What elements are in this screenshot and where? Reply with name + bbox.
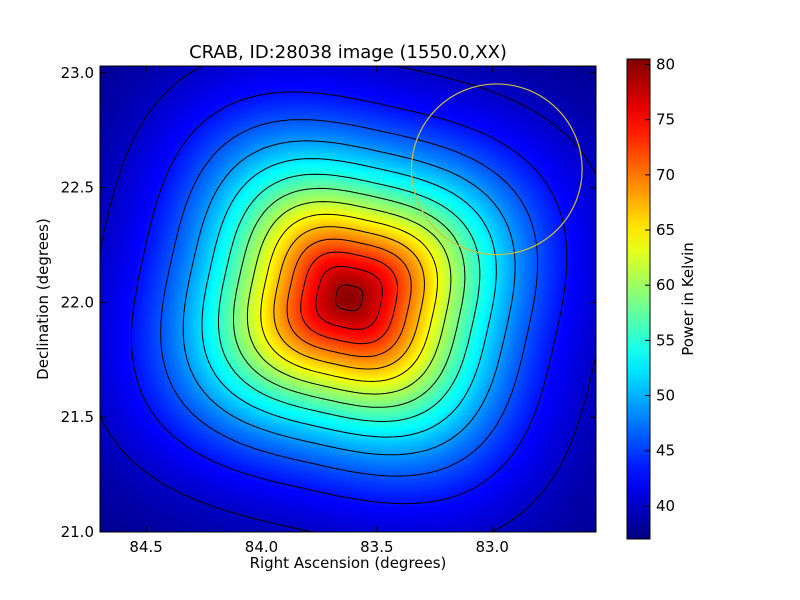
colorbar-tick-label: 65 [656, 221, 675, 239]
contour-level-61 [246, 201, 452, 395]
colorbar-ticks: 40 45 50 55 60 65 70 75 80 [645, 56, 675, 515]
colorbar-tick-label: 75 [656, 111, 675, 129]
contour-level-64 [260, 213, 438, 382]
colorbar-tick-label: 70 [656, 166, 675, 184]
contour-lines [100, 66, 596, 532]
colorbar-tick-label: 40 [656, 497, 675, 515]
heatmap-image [100, 66, 596, 532]
contour-level-55 [218, 173, 481, 423]
contour-level-70 [286, 238, 412, 358]
chart-title: CRAB, ID:28038 image (1550.0,XX) [189, 42, 507, 63]
contour-level-43 [131, 91, 568, 505]
colorbar-label: Power in Kelvin [679, 242, 697, 356]
plot-area [99, 65, 597, 533]
beam-circle [410, 83, 583, 256]
y-tick-label: 23.0 [61, 64, 94, 82]
y-tick-label: 22.5 [61, 179, 94, 197]
colorbar-tick-label: 55 [656, 331, 675, 349]
colorbar-tick-label: 50 [656, 387, 675, 405]
y-tick-label: 22.0 [61, 293, 94, 311]
x-axis: 84.5 84.0 83.5 83.0 [129, 66, 509, 556]
contour-level-79 [335, 284, 364, 312]
y-tick-label: 21.0 [61, 523, 94, 541]
y-tick-label: 21.5 [61, 408, 94, 426]
contour-level-73 [300, 251, 398, 345]
colorbar: 40 45 50 55 60 65 70 75 80 Power in Kelvin [626, 56, 697, 540]
contour-level-40 [100, 66, 596, 532]
x-tick-label: 83.5 [360, 538, 393, 556]
x-tick-label: 84.5 [129, 538, 162, 556]
contour-level-67 [273, 226, 425, 370]
y-axis-label: Declination (degrees) [34, 218, 52, 380]
colorbar-frame [626, 58, 651, 540]
colorbar-gradient [627, 59, 650, 539]
plot-frame [99, 65, 597, 533]
contour-level-52 [201, 158, 497, 438]
colorbar-tick-label: 60 [656, 276, 675, 294]
contour-level-49 [182, 140, 516, 456]
x-tick-label: 84.0 [245, 538, 278, 556]
contour-level-46 [160, 119, 539, 477]
x-axis-label: Right Ascension (degrees) [250, 554, 447, 572]
colorbar-tick-label: 45 [656, 442, 675, 460]
y-axis: 21.0 21.5 22.0 22.5 23.0 [61, 64, 596, 541]
contour-level-58 [233, 187, 466, 408]
contour-level-76 [315, 265, 383, 330]
colorbar-tick-label: 80 [656, 56, 675, 74]
x-tick-label: 83.0 [475, 538, 508, 556]
